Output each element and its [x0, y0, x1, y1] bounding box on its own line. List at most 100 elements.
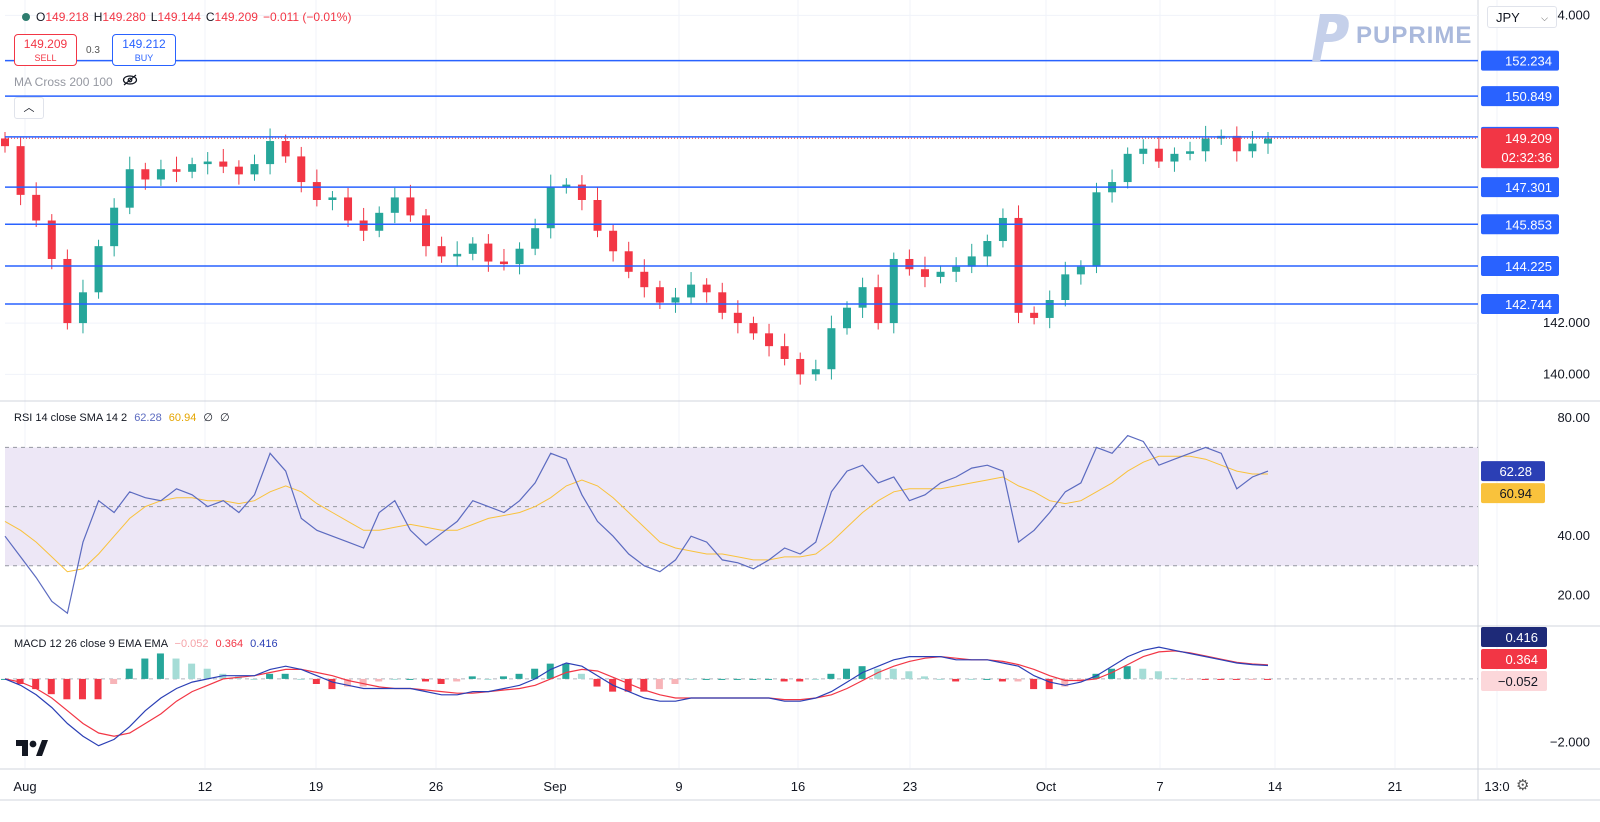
macd-histogram-bar — [889, 668, 897, 679]
macd-histogram-bar — [827, 673, 835, 679]
macd-legend[interactable]: MACD 12 26 close 9 EMA EMA −0.052 0.364 … — [14, 638, 278, 650]
price-level-label: 150.849 — [1505, 89, 1552, 104]
rsi-sma-label: 60.94 — [1499, 486, 1532, 501]
macd-histogram-bar — [266, 673, 274, 679]
candle-body — [905, 258, 914, 270]
price-level-label: 145.853 — [1505, 217, 1552, 232]
candle-body — [250, 164, 259, 175]
macd-histogram-bar — [406, 678, 414, 680]
candle-body — [920, 269, 929, 277]
time-tick-label: 9 — [675, 779, 682, 794]
candle-body — [375, 212, 384, 231]
candle-body — [983, 241, 992, 257]
buy-price: 149.212 — [122, 37, 166, 51]
macd-histogram-bar — [843, 668, 850, 679]
candle-body — [344, 197, 353, 221]
candle-body — [47, 220, 56, 259]
currency-select[interactable]: JPY ⌵ — [1487, 6, 1557, 28]
high-value: 149.280 — [102, 10, 146, 24]
settings-gear-icon[interactable]: ⚙ — [1516, 777, 1530, 794]
candle-body — [156, 169, 165, 180]
macd-histogram-bar — [655, 678, 663, 690]
macd-histogram-bar — [1139, 668, 1147, 679]
candle-body — [1186, 151, 1195, 154]
candle-body — [234, 166, 243, 175]
candle-body — [266, 141, 275, 165]
macd-histogram-bar — [1014, 678, 1022, 682]
macd-histogram-bar — [749, 678, 757, 680]
candle-body — [110, 207, 119, 247]
tradingview-logo[interactable] — [16, 740, 48, 763]
buy-label: BUY — [134, 53, 154, 63]
candle-body — [967, 256, 976, 267]
candle-body — [1, 138, 9, 147]
candle-body — [203, 161, 212, 165]
macd-histogram-bar — [437, 678, 445, 684]
candle-body — [406, 197, 415, 216]
macd-histogram-bar — [499, 676, 507, 679]
collapse-legend-button[interactable]: ︿ — [14, 97, 44, 119]
candle-body — [1092, 192, 1101, 267]
macd-histogram-bar — [1201, 678, 1209, 680]
ma-cross-label[interactable]: MA Cross 200 100 — [14, 74, 138, 89]
macd-histogram-bar — [1186, 678, 1194, 680]
candle-body — [749, 323, 758, 334]
candle-body — [16, 146, 25, 195]
price-level-tag — [1481, 50, 1559, 71]
macd-histogram-bar — [1045, 678, 1053, 690]
candle-body — [422, 215, 430, 247]
macd-tick-label: −2.000 — [1550, 735, 1590, 750]
macd-histogram-bar — [546, 663, 554, 679]
candle-body — [655, 287, 664, 303]
macd-histogram-bar — [156, 653, 164, 679]
candle-body — [484, 243, 493, 262]
rsi-value-label: 62.28 — [1499, 464, 1532, 479]
macd-histogram-bar — [188, 663, 196, 679]
price-level-label: 147.301 — [1505, 180, 1552, 195]
candle-body — [468, 243, 477, 254]
macd-signal-tag-label: 0.364 — [1505, 652, 1538, 667]
macd-histogram-bar — [577, 673, 585, 679]
hidden-eye-icon[interactable] — [122, 74, 138, 89]
rsi-legend[interactable]: RSI 14 close SMA 14 2 62.28 60.94 ∅ ∅ — [14, 411, 230, 424]
macd-histogram-bar — [468, 676, 476, 679]
candle-body — [453, 253, 462, 257]
price-level-tag — [1481, 256, 1559, 277]
candle-body — [546, 187, 555, 229]
candle-body — [531, 228, 540, 249]
macd-histogram-bar — [125, 668, 133, 679]
buy-button[interactable]: 149.212 BUY — [112, 34, 176, 66]
macd-histogram-bar — [811, 678, 819, 680]
candle-body — [811, 369, 820, 375]
candle-body — [640, 271, 649, 288]
candle-body — [718, 292, 727, 313]
candle-body — [499, 261, 508, 265]
macd-signal-value: 0.364 — [215, 638, 244, 650]
candle-body — [437, 246, 446, 257]
price-level-label: 142.744 — [1505, 297, 1552, 312]
price-level-tag — [1481, 86, 1559, 107]
macd-histogram-bar — [203, 668, 211, 679]
price-axis: 154.000142.000140.000152.234150.849149.2… — [1481, 7, 1590, 750]
macd-histogram-bar — [78, 678, 86, 700]
macd-histogram-bar — [1264, 678, 1271, 680]
macd-histogram-bar — [250, 678, 258, 680]
candle-body — [1264, 138, 1272, 144]
macd-pane — [1, 646, 1478, 747]
current-price-label: 149.209 — [1505, 131, 1552, 146]
macd-signal-line — [4, 650, 1269, 737]
current-price-tag — [1481, 128, 1559, 169]
macd-histogram-bar — [765, 678, 773, 680]
macd-histogram-bar — [1232, 678, 1240, 680]
macd-histogram-bar — [515, 673, 523, 679]
macd-histogram-bar — [967, 678, 975, 680]
macd-histogram-bar — [952, 678, 960, 682]
price-pane — [1, 59, 1478, 385]
rsi-value: 62.28 — [134, 412, 162, 424]
macd-histogram-bar — [375, 678, 383, 682]
rsi-sma-value: 60.94 — [168, 412, 197, 424]
rsi-pane — [4, 434, 1478, 615]
candle-body — [141, 169, 150, 180]
sell-button[interactable]: 149.209 SELL — [14, 34, 77, 66]
